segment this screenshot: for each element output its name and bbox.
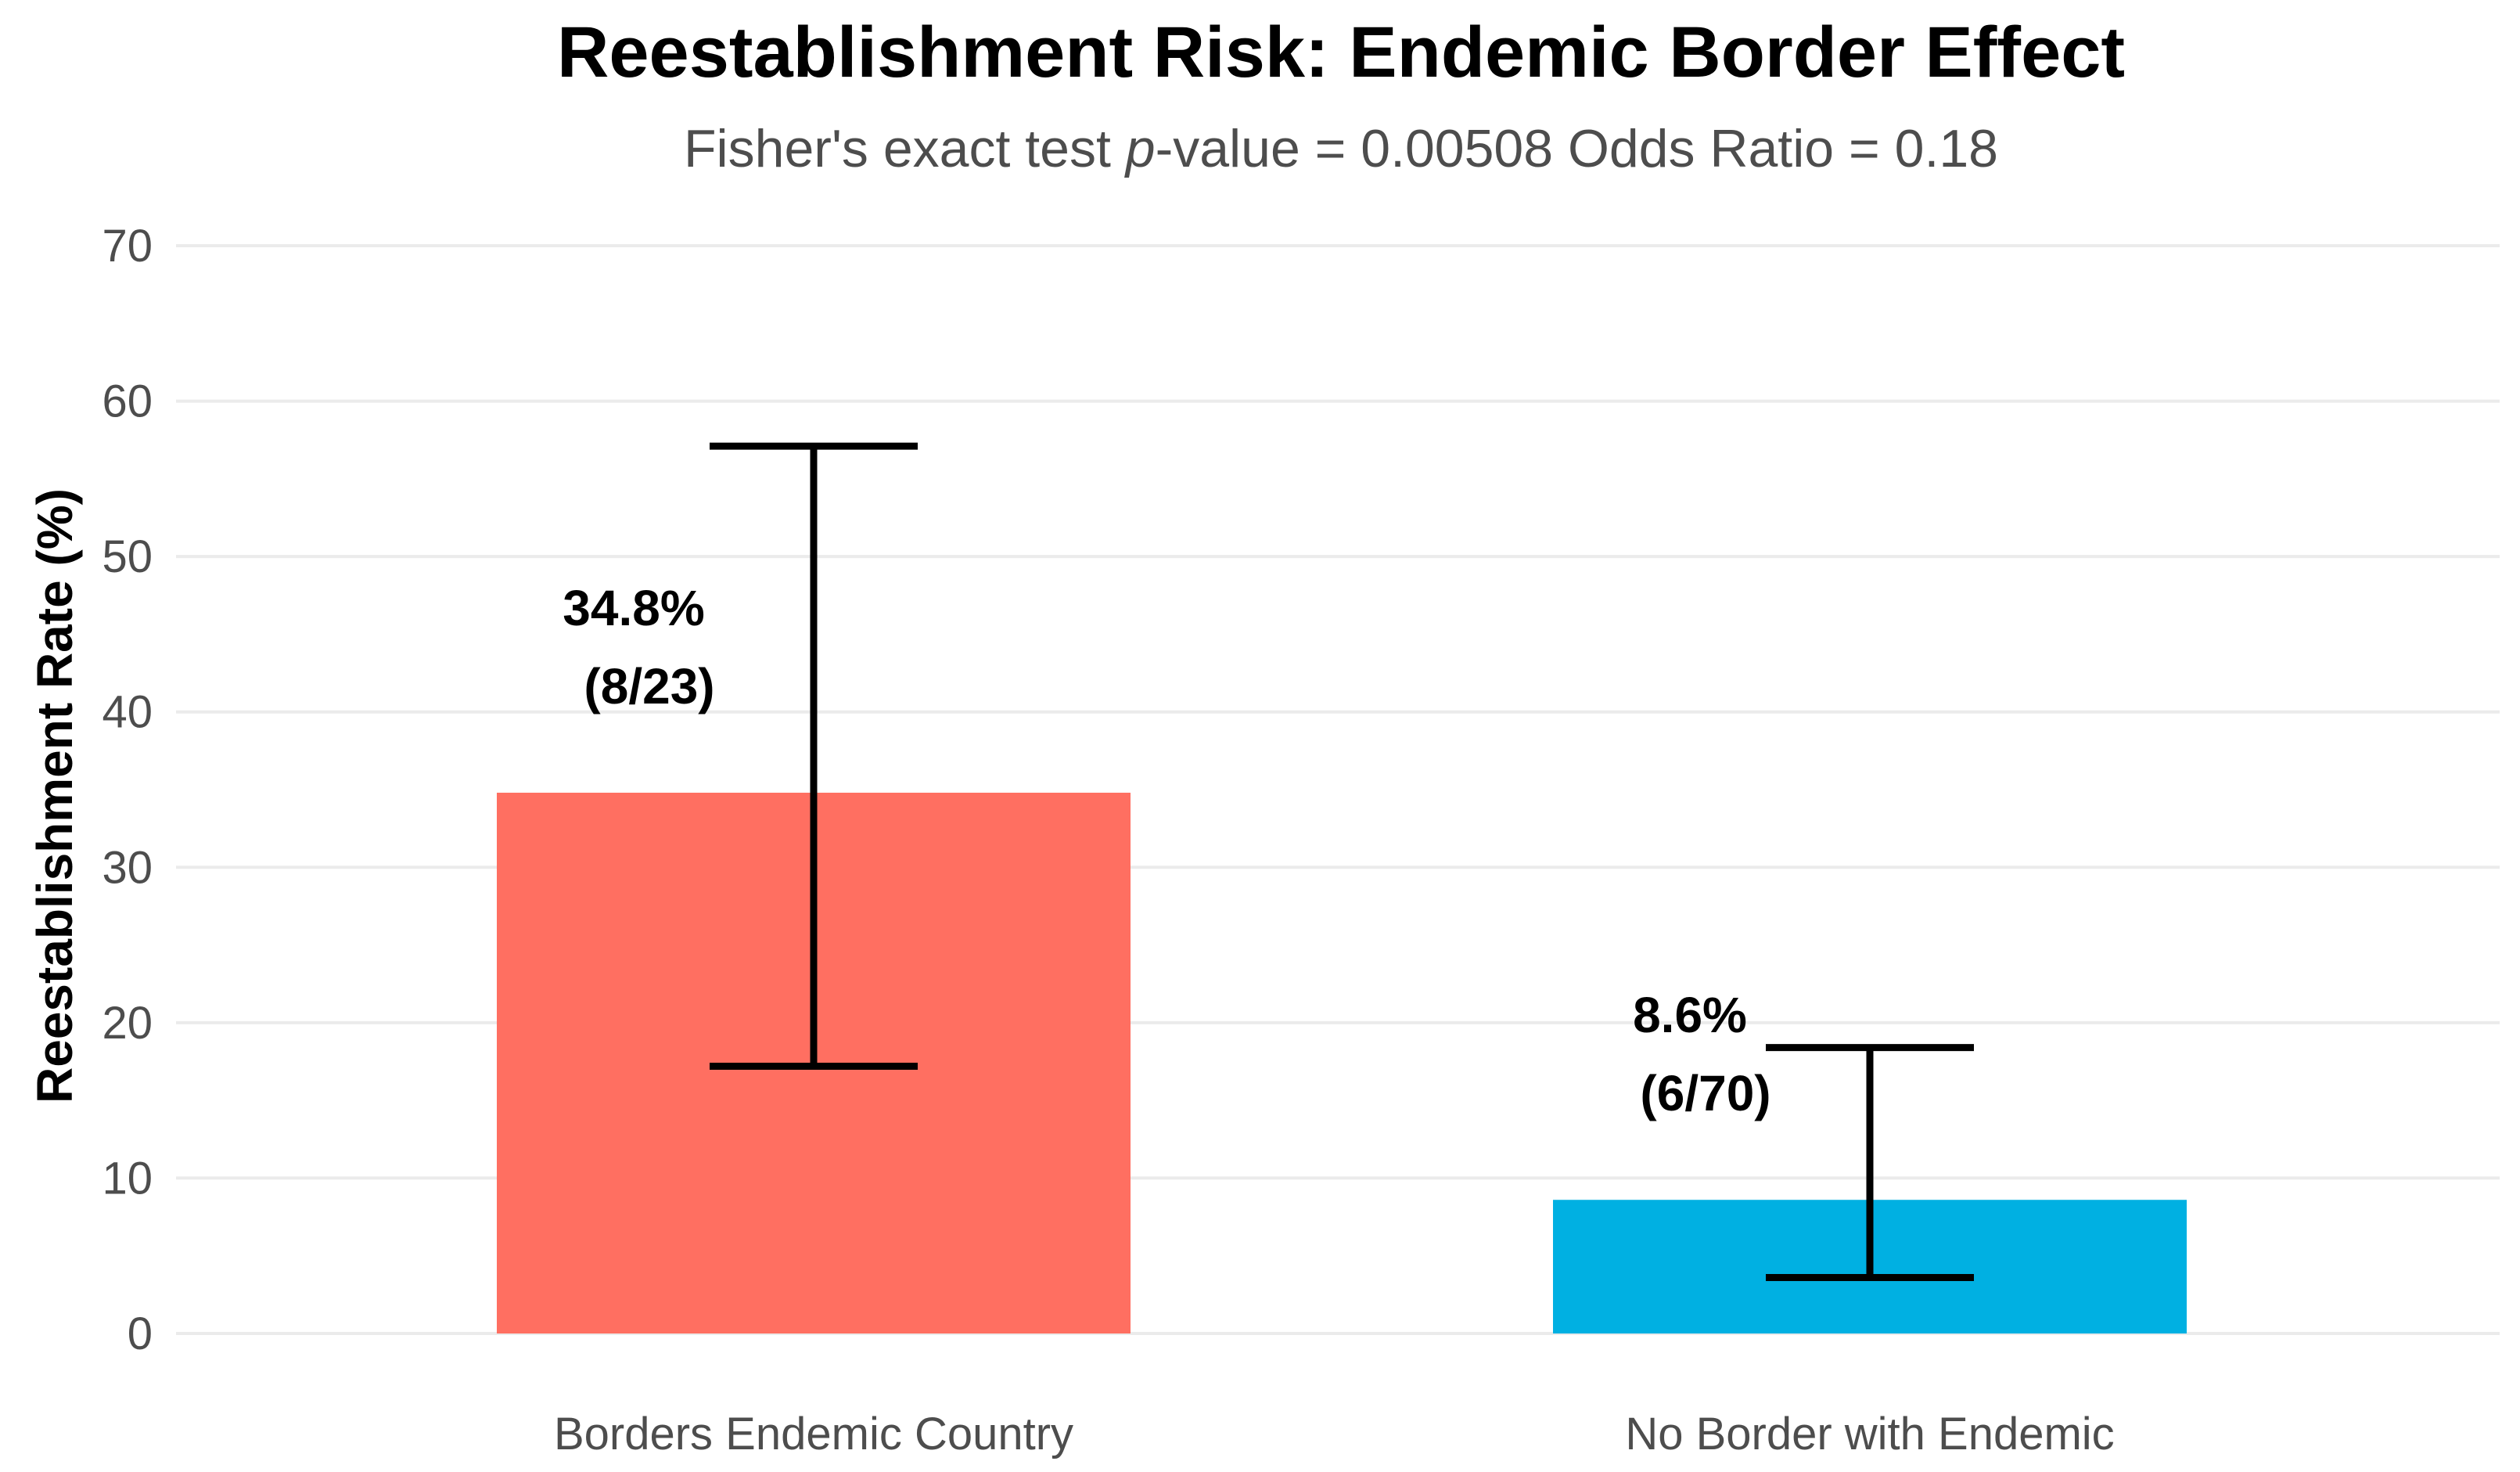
y-tick-label-50: 50 — [102, 531, 153, 582]
error-bar-0 — [710, 442, 918, 1070]
y-axis-label: Reestablishment Rate (%) — [27, 488, 83, 1103]
data-label-pct-1: 8.6% — [1633, 987, 1747, 1043]
y-tick-label-0: 0 — [128, 1308, 153, 1359]
data-label-pct-0: 34.8% — [563, 580, 704, 636]
subtitle-p-italic: p — [1124, 119, 1156, 178]
chart-title: Reestablishment Risk: Endemic Border Eff… — [557, 13, 2125, 92]
data-label-count-0: (8/23) — [584, 658, 714, 714]
x-tick-label-1: No Border with Endemic — [1625, 1409, 2114, 1459]
data-label-count-1: (6/70) — [1640, 1065, 1770, 1121]
y-tick-label-40: 40 — [102, 687, 153, 738]
error-bars — [710, 442, 1974, 1282]
error-bar-1 — [1766, 1044, 1974, 1282]
data-labels: 34.8% (8/23) 8.6% (6/70) — [563, 580, 1770, 1121]
subtitle-prefix: Fisher's exact test — [684, 119, 1126, 178]
y-tick-label-30: 30 — [102, 842, 153, 893]
x-tick-label-0: Borders Endemic Country — [554, 1409, 1073, 1459]
x-axis-ticks: Borders Endemic Country No Border with En… — [554, 1409, 2115, 1459]
subtitle-suffix: -value = 0.00508 Odds Ratio = 0.18 — [1156, 119, 1998, 178]
y-tick-label-10: 10 — [102, 1153, 153, 1204]
y-axis-ticks: 0 10 20 30 40 50 60 70 — [102, 221, 153, 1359]
y-tick-label-70: 70 — [102, 221, 153, 272]
chart-subtitle: Fisher's exact test p-value = 0.00508 Od… — [684, 119, 1998, 178]
y-tick-label-60: 60 — [102, 376, 153, 427]
y-tick-label-20: 20 — [102, 998, 153, 1049]
